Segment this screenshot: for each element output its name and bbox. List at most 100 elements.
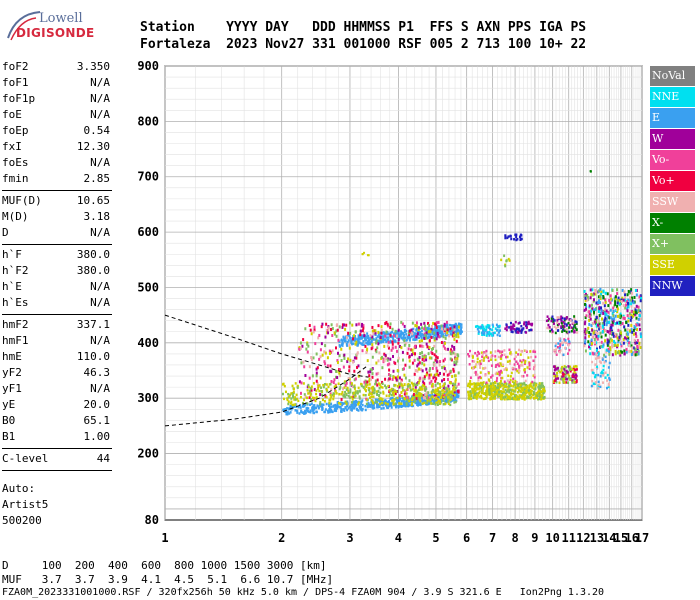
echo-point xyxy=(395,332,398,335)
echo-point xyxy=(558,337,561,340)
echo-point xyxy=(567,373,570,376)
echo-point xyxy=(447,388,450,392)
echo-point xyxy=(538,387,541,390)
echo-point xyxy=(337,338,340,342)
echo-point xyxy=(327,331,330,335)
echo-point xyxy=(519,389,522,393)
echo-point xyxy=(391,342,394,346)
echo-point xyxy=(569,365,572,369)
echo-point xyxy=(447,392,450,395)
echo-point xyxy=(318,333,321,337)
echo-point xyxy=(528,329,531,332)
echo-point xyxy=(599,375,602,378)
echo-point xyxy=(350,407,353,410)
echo-point xyxy=(476,354,479,357)
echo-point xyxy=(420,367,423,371)
echo-point xyxy=(442,326,445,329)
echo-point xyxy=(330,323,333,327)
echo-point xyxy=(303,365,306,369)
echo-point xyxy=(565,330,568,334)
echo-point xyxy=(412,387,415,391)
echo-point xyxy=(484,351,487,354)
echo-point xyxy=(553,322,556,325)
echo-point xyxy=(639,297,642,301)
echo-point xyxy=(496,325,499,328)
param-value: 380.0 xyxy=(76,248,110,261)
echo-point xyxy=(602,290,605,294)
echo-point xyxy=(330,370,333,374)
param-name: hmE xyxy=(2,350,22,363)
echo-point xyxy=(524,359,527,363)
echo-point xyxy=(371,375,374,379)
echo-point xyxy=(584,336,587,340)
param-value: 0.54 xyxy=(83,124,111,137)
echo-point xyxy=(442,384,445,388)
echo-point xyxy=(550,328,553,331)
echo-point xyxy=(422,382,425,386)
echo-point xyxy=(620,331,623,335)
echo-point xyxy=(530,389,533,393)
echo-point xyxy=(284,390,287,394)
echo-point xyxy=(485,325,488,328)
echo-point xyxy=(436,356,439,360)
echo-point xyxy=(457,335,460,339)
echo-point xyxy=(346,404,349,407)
echo-point xyxy=(542,384,545,388)
echo-point xyxy=(321,403,324,406)
echo-point xyxy=(430,347,433,351)
echo-point xyxy=(407,404,410,408)
echo-point xyxy=(513,238,516,241)
echo-point xyxy=(556,323,559,327)
echo-point xyxy=(588,345,591,349)
echo-point xyxy=(600,370,603,374)
echo-point xyxy=(500,397,503,401)
echo-point xyxy=(397,328,400,332)
echo-point xyxy=(445,369,448,373)
echo-point xyxy=(448,327,451,331)
echo-point xyxy=(424,395,427,398)
echo-point xyxy=(597,387,600,390)
echo-point xyxy=(418,379,421,383)
echo-point xyxy=(568,330,571,334)
echo-point xyxy=(554,331,557,335)
echo-point xyxy=(354,404,357,408)
echo-point xyxy=(434,358,437,362)
echo-point xyxy=(350,341,353,344)
echo-point xyxy=(429,333,432,337)
echo-point xyxy=(606,373,609,377)
echo-point xyxy=(424,396,427,400)
echo-point xyxy=(308,323,311,327)
echo-point xyxy=(467,397,470,400)
echo-point xyxy=(585,314,588,318)
echo-point xyxy=(360,337,363,340)
echo-point xyxy=(526,390,529,393)
echo-point xyxy=(501,350,504,354)
echo-point xyxy=(315,371,318,375)
echo-point xyxy=(481,355,484,358)
echo-point xyxy=(285,412,288,416)
echo-point xyxy=(474,325,477,328)
echo-point xyxy=(520,387,523,391)
echo-point xyxy=(631,330,634,334)
echo-point xyxy=(391,346,394,350)
echo-point xyxy=(627,344,630,348)
echo-point xyxy=(389,374,392,378)
echo-point xyxy=(603,311,606,315)
echo-point xyxy=(491,323,494,327)
echo-point xyxy=(300,381,303,385)
legend-item-x: X- xyxy=(650,213,695,233)
echo-point xyxy=(397,337,400,341)
echo-point xyxy=(516,390,519,394)
echo-point xyxy=(486,324,489,327)
echo-point xyxy=(364,404,367,408)
echo-point xyxy=(442,402,445,406)
echo-point xyxy=(437,333,440,337)
echo-point xyxy=(309,411,312,414)
y-tick-label: 900 xyxy=(137,59,159,73)
echo-point xyxy=(592,352,595,356)
echo-point xyxy=(476,357,479,361)
echo-point xyxy=(488,389,491,392)
echo-point xyxy=(411,348,414,352)
echo-point xyxy=(283,397,286,401)
echo-point xyxy=(616,304,619,308)
